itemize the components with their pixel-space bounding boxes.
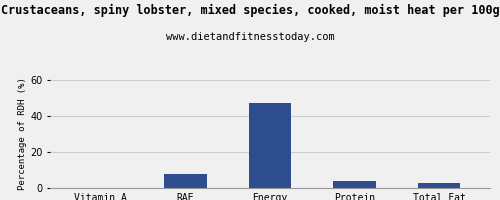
Bar: [164, 174, 206, 188]
Bar: [418, 183, 461, 188]
Bar: [334, 181, 376, 188]
Y-axis label: Percentage of RDH (%): Percentage of RDH (%): [18, 78, 27, 190]
Text: www.dietandfitnesstoday.com: www.dietandfitnesstoday.com: [166, 32, 334, 42]
Bar: [249, 103, 291, 188]
Text: Crustaceans, spiny lobster, mixed species, cooked, moist heat per 100g: Crustaceans, spiny lobster, mixed specie…: [0, 4, 500, 17]
